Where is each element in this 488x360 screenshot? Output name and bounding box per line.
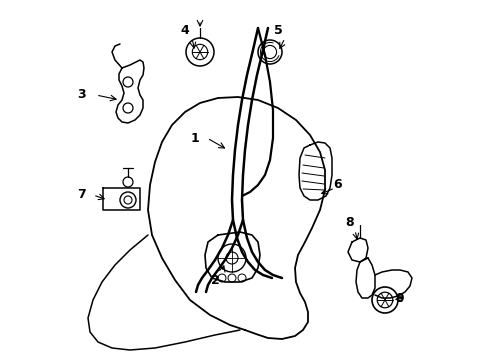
Text: 6: 6	[333, 179, 342, 192]
Text: 9: 9	[395, 292, 404, 305]
Text: 8: 8	[345, 216, 354, 229]
Text: 3: 3	[78, 89, 86, 102]
Text: 2: 2	[210, 274, 219, 287]
Text: 4: 4	[180, 23, 189, 36]
Text: 7: 7	[78, 189, 86, 202]
Text: 1: 1	[190, 131, 199, 144]
Text: 5: 5	[273, 23, 282, 36]
